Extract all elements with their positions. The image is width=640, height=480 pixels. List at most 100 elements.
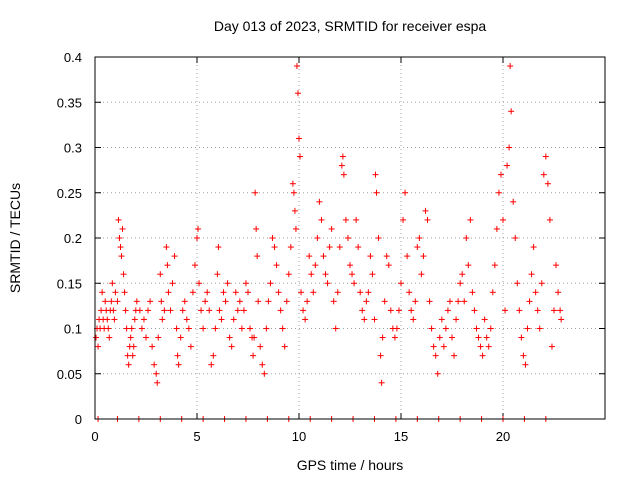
data-point-marker bbox=[300, 307, 307, 314]
y-tick-label: 0.1 bbox=[64, 322, 82, 337]
data-point-marker bbox=[195, 225, 202, 232]
data-point-marker bbox=[385, 262, 392, 269]
data-point-marker bbox=[151, 361, 158, 368]
data-point-marker bbox=[291, 207, 298, 214]
data-point-marker bbox=[457, 280, 464, 287]
data-point-marker bbox=[110, 307, 117, 314]
data-point-marker bbox=[339, 153, 346, 160]
data-point-marker bbox=[426, 298, 433, 305]
data-point-marker bbox=[164, 262, 171, 269]
data-point-marker bbox=[119, 225, 126, 232]
data-point-marker bbox=[473, 325, 480, 332]
data-point-marker bbox=[322, 271, 329, 278]
data-point-marker bbox=[242, 280, 249, 287]
data-point-marker bbox=[124, 352, 131, 359]
data-point-marker bbox=[161, 307, 168, 314]
data-point-marker bbox=[121, 289, 128, 296]
data-point-marker bbox=[467, 216, 474, 223]
data-point-marker bbox=[372, 171, 379, 178]
data-point-marker bbox=[534, 307, 541, 314]
data-point-marker bbox=[308, 271, 315, 278]
data-point-marker bbox=[507, 63, 514, 70]
data-point-marker bbox=[408, 307, 415, 314]
x-tick-label: 10 bbox=[292, 429, 306, 444]
data-point-marker bbox=[442, 325, 449, 332]
data-point-marker bbox=[393, 325, 400, 332]
data-point-marker bbox=[365, 289, 372, 296]
data-point-marker bbox=[230, 316, 237, 323]
data-point-marker bbox=[424, 216, 431, 223]
data-point-marker bbox=[189, 289, 196, 296]
data-point-marker bbox=[351, 280, 358, 287]
data-point-marker bbox=[379, 334, 386, 341]
data-point-marker bbox=[402, 189, 409, 196]
data-point-marker bbox=[118, 253, 125, 260]
data-point-marker bbox=[342, 216, 349, 223]
data-point-marker bbox=[459, 271, 466, 278]
data-point-marker bbox=[133, 298, 140, 305]
data-point-marker bbox=[269, 235, 276, 241]
y-tick-label: 0.05 bbox=[57, 367, 82, 382]
data-point-marker bbox=[465, 262, 472, 269]
data-point-marker bbox=[138, 325, 145, 332]
data-point-marker bbox=[122, 307, 129, 314]
x-tick-labels: 0 5 10 15 20 bbox=[91, 429, 510, 444]
data-point-marker bbox=[281, 343, 288, 350]
data-point-marker bbox=[128, 325, 135, 332]
data-point-marker bbox=[287, 244, 294, 251]
data-point-marker bbox=[177, 334, 184, 341]
data-point-marker bbox=[412, 298, 419, 305]
data-point-marker bbox=[171, 253, 178, 260]
data-point-marker bbox=[330, 298, 337, 305]
data-point-marker bbox=[371, 316, 378, 323]
data-point-marker bbox=[254, 253, 261, 260]
data-point-marker bbox=[491, 262, 498, 269]
data-point-marker bbox=[218, 316, 225, 323]
data-point-marker bbox=[116, 235, 123, 241]
data-point-marker bbox=[316, 198, 323, 205]
data-point-marker bbox=[471, 307, 478, 314]
data-point-marker bbox=[544, 180, 551, 187]
data-point-marker bbox=[524, 325, 531, 332]
data-point-marker bbox=[181, 298, 188, 305]
data-point-marker bbox=[357, 289, 364, 296]
data-point-marker bbox=[367, 253, 374, 260]
data-point-marker bbox=[428, 325, 435, 332]
data-point-marker bbox=[179, 307, 186, 314]
data-point-marker bbox=[145, 307, 152, 314]
data-point-marker bbox=[247, 325, 254, 332]
data-point-marker bbox=[551, 307, 557, 314]
data-point-marker bbox=[98, 307, 105, 314]
data-point-marker bbox=[99, 289, 106, 296]
data-point-marker bbox=[120, 271, 127, 278]
data-point-marker bbox=[169, 280, 176, 287]
data-point-marker bbox=[215, 244, 222, 251]
data-point-marker bbox=[263, 325, 270, 332]
data-point-marker bbox=[222, 298, 229, 305]
data-point-marker bbox=[297, 153, 304, 160]
data-point-marker bbox=[510, 198, 517, 205]
data-point-marker bbox=[130, 343, 137, 350]
data-point-marker bbox=[487, 325, 494, 332]
data-point-marker bbox=[546, 216, 553, 223]
data-point-marker bbox=[214, 271, 221, 278]
data-point-marker bbox=[328, 225, 335, 232]
data-point-marker bbox=[267, 280, 274, 287]
y-tick-label: 0.4 bbox=[64, 50, 82, 65]
data-point-marker bbox=[436, 334, 443, 341]
data-point-marker bbox=[353, 216, 360, 223]
data-point-marker bbox=[414, 244, 421, 251]
data-point-marker bbox=[455, 298, 462, 305]
data-point-marker bbox=[440, 343, 447, 350]
data-point-marker bbox=[469, 289, 476, 296]
data-point-marker bbox=[95, 343, 102, 350]
data-point-marker bbox=[289, 180, 296, 187]
data-point-marker bbox=[502, 307, 509, 314]
data-point-marker bbox=[461, 298, 468, 305]
data-point-marker bbox=[183, 316, 190, 323]
data-point-marker bbox=[381, 298, 388, 305]
data-point-marker bbox=[224, 280, 231, 287]
data-point-marker bbox=[234, 307, 241, 314]
plot-frame bbox=[94, 56, 606, 420]
